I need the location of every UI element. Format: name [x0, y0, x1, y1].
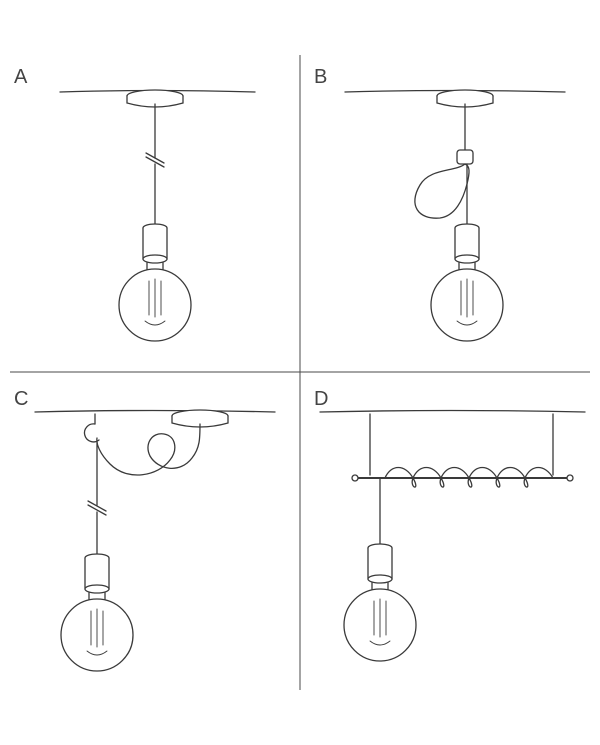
panel-d-drawing — [320, 411, 585, 662]
panel-b-drawing — [345, 90, 565, 341]
panel-d-label: D — [314, 388, 328, 411]
panel-c-label: C — [14, 388, 28, 411]
panel-a-drawing — [60, 90, 255, 341]
panel-b-label: B — [314, 66, 327, 89]
panel-a-label: A — [14, 66, 27, 89]
panel-c-drawing — [35, 410, 275, 671]
pendant-lamp-options-diagram: A B C D — [0, 0, 600, 745]
grid-lines — [10, 55, 590, 690]
diagram-svg — [0, 0, 600, 745]
